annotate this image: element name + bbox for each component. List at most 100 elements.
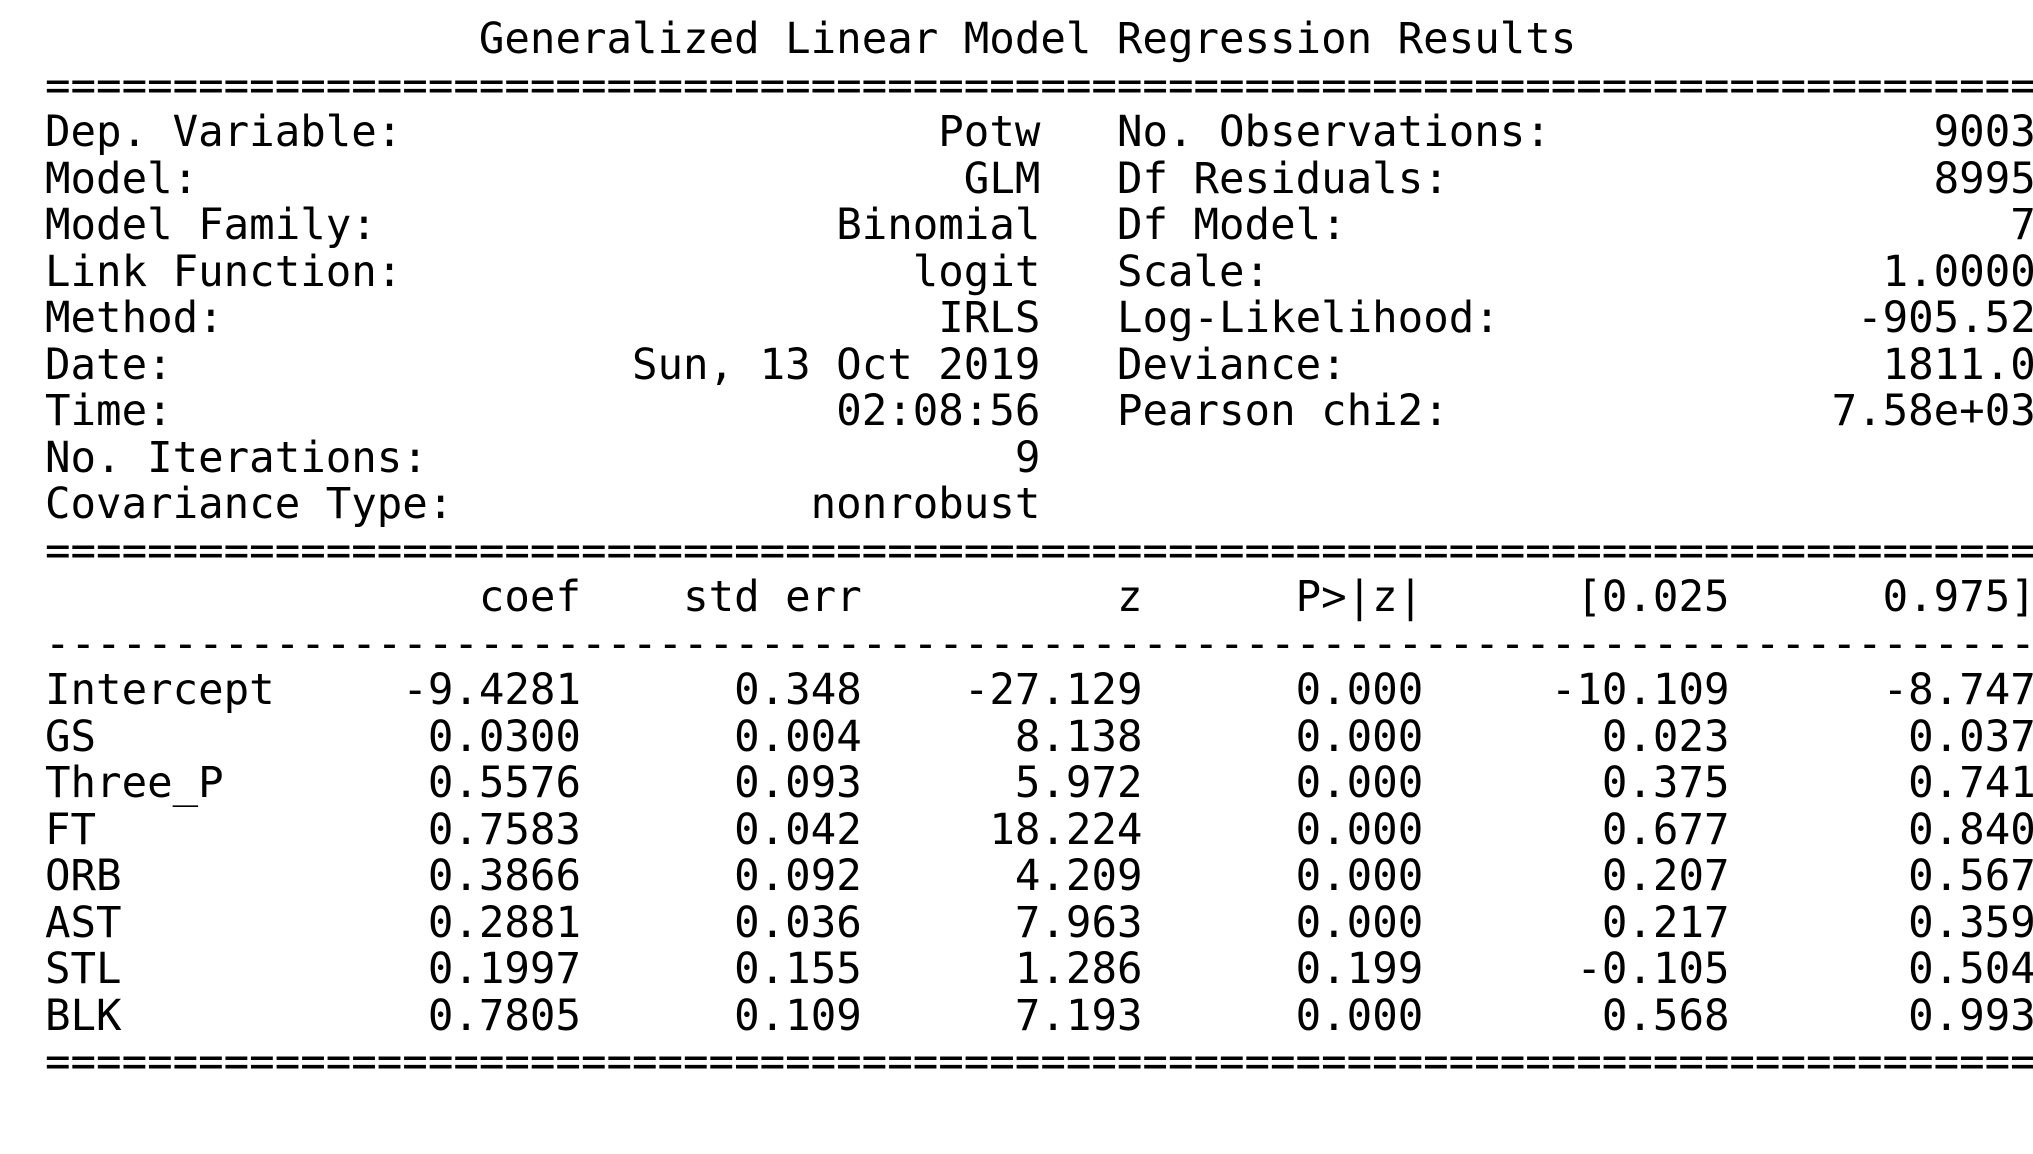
coef-cell: 0.000 — [1295, 897, 1424, 947]
header-row: Model: GLM Df Residuals: 8995 — [45, 153, 2033, 203]
coef-cell: 0.840 — [1908, 804, 2033, 854]
heavy-rule: ========================================… — [45, 525, 2033, 575]
coef-cell: 0.5576 — [427, 758, 581, 807]
coef-row-name: Three_P — [45, 758, 224, 807]
coef-cell: 0.568 — [1601, 990, 1730, 1040]
header-label: Link Function: — [45, 246, 403, 296]
coef-row-name: ORB — [45, 851, 122, 900]
summary-title: Generalized Linear Model Regression Resu… — [478, 14, 1577, 63]
coef-row: Three_P 0.5576 0.093 5.972 0.000 0.375 0… — [45, 758, 2033, 807]
coef-cell: 7.193 — [1014, 990, 1143, 1040]
coef-cell: 0.037 — [1908, 711, 2033, 761]
column-header: z — [1116, 572, 1143, 621]
column-header: 0.975] — [1882, 572, 2033, 621]
coef-row: STL 0.1997 0.155 1.286 0.199 -0.105 0.50… — [45, 944, 2033, 993]
coef-row-name: FT — [45, 804, 97, 854]
header-label: Date: — [45, 339, 173, 389]
coef-cell: 0.2881 — [427, 897, 581, 947]
header-row: Date: Sun, 13 Oct 2019 Deviance: 1811.0 — [45, 339, 2033, 389]
header-value: 1.0000 — [1882, 246, 2033, 296]
header-value: nonrobust — [810, 479, 1041, 528]
header-row: Covariance Type: nonrobust — [45, 479, 2033, 528]
coef-cell: 0.567 — [1908, 851, 2033, 900]
coef-cell: 1.286 — [1014, 944, 1143, 993]
coef-cell: 0.7583 — [427, 804, 581, 854]
header-value: Potw — [938, 107, 1041, 156]
header-label: Model: — [45, 153, 199, 203]
coef-cell: 0.199 — [1295, 944, 1424, 993]
header-value: 9 — [1014, 432, 1041, 482]
coef-cell: 0.375 — [1601, 758, 1730, 807]
header-label: Scale: — [1116, 246, 1271, 296]
header-value: 7.58e+03 — [1831, 386, 2033, 435]
coef-cell: -10.109 — [1550, 665, 1730, 714]
regression-summary: Generalized Linear Model Regression Resu… — [45, 14, 2033, 1086]
header-label: Df Residuals: — [1116, 153, 1449, 203]
header-label: No. Observations: — [1116, 107, 1551, 156]
coef-row: BLK 0.7805 0.109 7.193 0.000 0.568 0.993 — [45, 990, 2033, 1040]
coef-cell: 0.677 — [1601, 804, 1730, 854]
light-rule: ----------------------------------------… — [45, 618, 2033, 668]
header-label: Time: — [45, 386, 173, 435]
coef-cell: -9.4281 — [402, 665, 581, 714]
header-value: -905.52 — [1857, 293, 2033, 342]
header-row: Link Function: logit Scale: 1.0000 — [45, 246, 2033, 296]
coef-row: AST 0.2881 0.036 7.963 0.000 0.217 0.359 — [45, 897, 2033, 947]
coef-cell: 0.217 — [1601, 897, 1730, 947]
header-label: No. Iterations: — [45, 432, 428, 482]
coef-cell: 4.209 — [1014, 851, 1143, 900]
coef-cell: 0.000 — [1295, 990, 1424, 1040]
header-value: 1811.0 — [1882, 339, 2033, 389]
header-row: No. Iterations: 9 — [45, 432, 2033, 482]
coef-cell: 0.036 — [734, 897, 862, 947]
coef-cell: 0.359 — [1908, 897, 2033, 947]
coef-cell: 0.504 — [1908, 944, 2033, 993]
header-label: Df Model: — [1116, 200, 1347, 249]
coef-cell: 0.155 — [734, 944, 862, 993]
header-label: Deviance: — [1116, 339, 1347, 389]
column-header: [0.025 — [1576, 572, 1730, 621]
coef-cell: 0.093 — [734, 758, 862, 807]
coef-row: FT 0.7583 0.042 18.224 0.000 0.677 0.840 — [45, 804, 2033, 854]
header-row: Dep. Variable: Potw No. Observations: 90… — [45, 107, 2033, 156]
header-row: Method: IRLS Log-Likelihood: -905.52 — [45, 293, 2033, 342]
coef-cell: 0.000 — [1295, 758, 1424, 807]
header-row: Model Family: Binomial Df Model: 7 — [45, 200, 2033, 249]
header-label: Log-Likelihood: — [1116, 293, 1500, 342]
summary-title-line: Generalized Linear Model Regression Resu… — [45, 14, 2033, 63]
coef-cell: -27.129 — [963, 665, 1143, 714]
header-value: IRLS — [938, 293, 1041, 342]
column-header: coef — [478, 572, 581, 621]
coef-cell: 18.224 — [989, 804, 1143, 854]
header-value: 8995 — [1933, 153, 2033, 203]
coef-row-name: BLK — [45, 990, 122, 1040]
coef-cell: 0.207 — [1601, 851, 1730, 900]
coef-cell: -8.747 — [1882, 665, 2033, 714]
coef-cell: 7.963 — [1014, 897, 1143, 947]
coef-cell: 0.0300 — [427, 711, 581, 761]
coef-cell: 0.1997 — [427, 944, 581, 993]
column-header: std err — [683, 572, 862, 621]
column-header: P>|z| — [1295, 572, 1424, 621]
coef-row-name: STL — [45, 944, 122, 993]
coef-row: ORB 0.3866 0.092 4.209 0.000 0.207 0.567 — [45, 851, 2033, 900]
header-label: Method: — [45, 293, 224, 342]
coef-cell: 0.023 — [1601, 711, 1730, 761]
coef-row: Intercept -9.4281 0.348 -27.129 0.000 -1… — [45, 665, 2033, 714]
coef-cell: 0.348 — [734, 665, 862, 714]
coef-cell: 8.138 — [1014, 711, 1143, 761]
header-value: 9003 — [1933, 107, 2033, 156]
heavy-rule: ========================================… — [45, 60, 2033, 110]
header-label: Covariance Type: — [45, 479, 454, 528]
coef-cell: 0.109 — [734, 990, 862, 1040]
coef-cell: -0.105 — [1576, 944, 1730, 993]
coef-cell: 0.3866 — [427, 851, 581, 900]
header-value: 02:08:56 — [836, 386, 1041, 435]
header-value: Sun, 13 Oct 2019 — [632, 339, 1041, 389]
header-value: logit — [912, 246, 1041, 296]
header-row: Time: 02:08:56 Pearson chi2: 7.58e+03 — [45, 386, 2033, 435]
coef-cell: 0.741 — [1908, 758, 2033, 807]
coef-cell: 0.004 — [734, 711, 862, 761]
header-value: Binomial — [836, 200, 1041, 249]
coef-row-name: GS — [45, 711, 97, 761]
